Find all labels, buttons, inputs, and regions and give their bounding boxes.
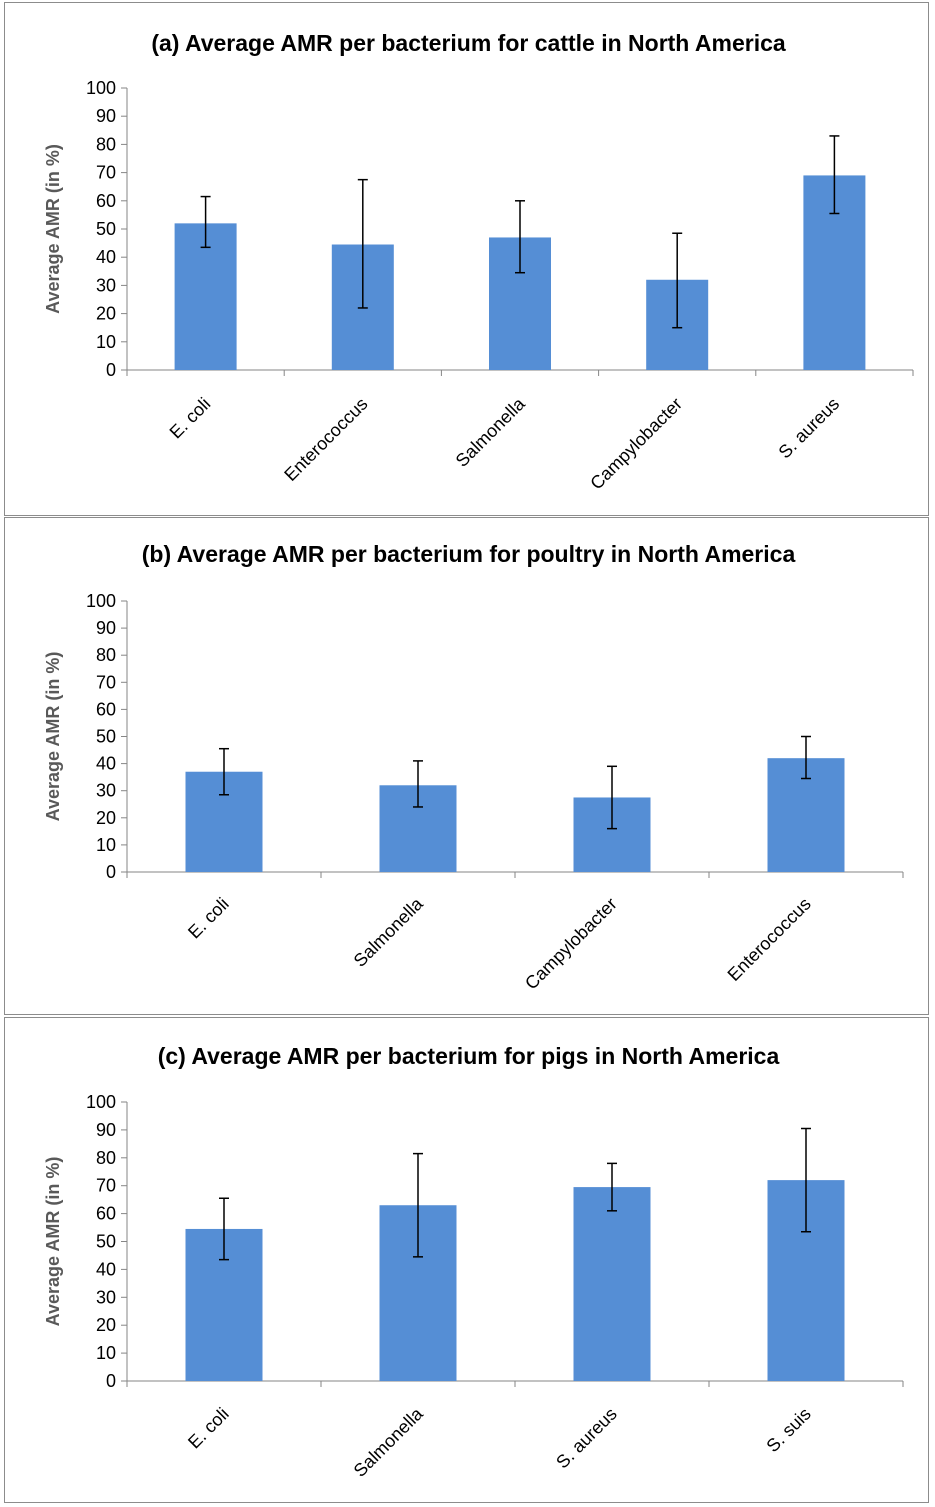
- chart-poultry: (b) Average AMR per bacterium for poultr…: [43, 541, 904, 994]
- x-category-label: Campylobacter: [521, 894, 621, 994]
- x-category-label: Enterococcus: [280, 394, 371, 485]
- chart-title: (a) Average AMR per bacterium for cattle…: [151, 30, 786, 56]
- y-tick-label: 60: [96, 191, 116, 211]
- y-tick-label: 80: [96, 1148, 116, 1168]
- x-category-label: S. aureus: [552, 1404, 621, 1473]
- y-tick-label: 100: [86, 78, 116, 98]
- y-tick-label: 70: [96, 163, 116, 183]
- y-tick-label: 20: [96, 1315, 116, 1335]
- chart-pigs: (c) Average AMR per bacterium for pigs i…: [43, 1043, 904, 1481]
- y-tick-label: 50: [96, 727, 116, 747]
- chart-panel-poultry: (b) Average AMR per bacterium for poultr…: [4, 517, 929, 1015]
- y-axis-label: Average AMR (in %): [43, 652, 63, 822]
- y-tick-label: 50: [96, 1232, 116, 1252]
- y-tick-label: 30: [96, 275, 116, 295]
- y-tick-label: 80: [96, 134, 116, 154]
- y-axis-label: Average AMR (in %): [43, 144, 63, 314]
- y-tick-label: 80: [96, 645, 116, 665]
- bar: [573, 1187, 651, 1381]
- chart-panel-cattle: (a) Average AMR per bacterium for cattle…: [4, 2, 929, 516]
- x-category-label: E. coli: [184, 1404, 233, 1453]
- y-tick-label: 40: [96, 754, 116, 774]
- y-tick-label: 0: [106, 1371, 116, 1391]
- x-category-label: Campylobacter: [586, 394, 686, 494]
- y-tick-label: 30: [96, 781, 116, 801]
- y-tick-label: 20: [96, 304, 116, 324]
- chart-cattle: (a) Average AMR per bacterium for cattle…: [43, 30, 914, 494]
- y-tick-label: 0: [106, 360, 116, 380]
- y-tick-label: 70: [96, 1176, 116, 1196]
- y-tick-label: 60: [96, 1204, 116, 1224]
- chart-panel-pigs: (c) Average AMR per bacterium for pigs i…: [4, 1017, 929, 1503]
- x-category-label: Salmonella: [452, 393, 530, 471]
- chart-title: (b) Average AMR per bacterium for poultr…: [142, 541, 796, 567]
- y-tick-label: 90: [96, 106, 116, 126]
- y-tick-label: 10: [96, 1343, 116, 1363]
- x-category-label: S. suis: [762, 1404, 814, 1456]
- x-category-label: E. coli: [184, 894, 233, 943]
- y-tick-label: 10: [96, 835, 116, 855]
- y-tick-label: 0: [106, 862, 116, 882]
- x-category-label: Salmonella: [350, 893, 428, 971]
- y-tick-label: 70: [96, 672, 116, 692]
- chart-title: (c) Average AMR per bacterium for pigs i…: [158, 1043, 780, 1069]
- x-category-label: Enterococcus: [724, 894, 815, 985]
- y-tick-label: 30: [96, 1287, 116, 1307]
- y-tick-label: 50: [96, 219, 116, 239]
- x-category-label: S. aureus: [775, 394, 844, 463]
- y-tick-label: 100: [86, 591, 116, 611]
- y-tick-label: 60: [96, 699, 116, 719]
- y-tick-label: 40: [96, 247, 116, 267]
- y-tick-label: 40: [96, 1259, 116, 1279]
- y-tick-label: 90: [96, 618, 116, 638]
- y-tick-label: 100: [86, 1092, 116, 1112]
- x-category-label: E. coli: [166, 394, 215, 443]
- y-tick-label: 20: [96, 808, 116, 828]
- x-category-label: Salmonella: [350, 1403, 428, 1481]
- y-tick-label: 10: [96, 332, 116, 352]
- y-axis-label: Average AMR (in %): [43, 1157, 63, 1327]
- y-tick-label: 90: [96, 1120, 116, 1140]
